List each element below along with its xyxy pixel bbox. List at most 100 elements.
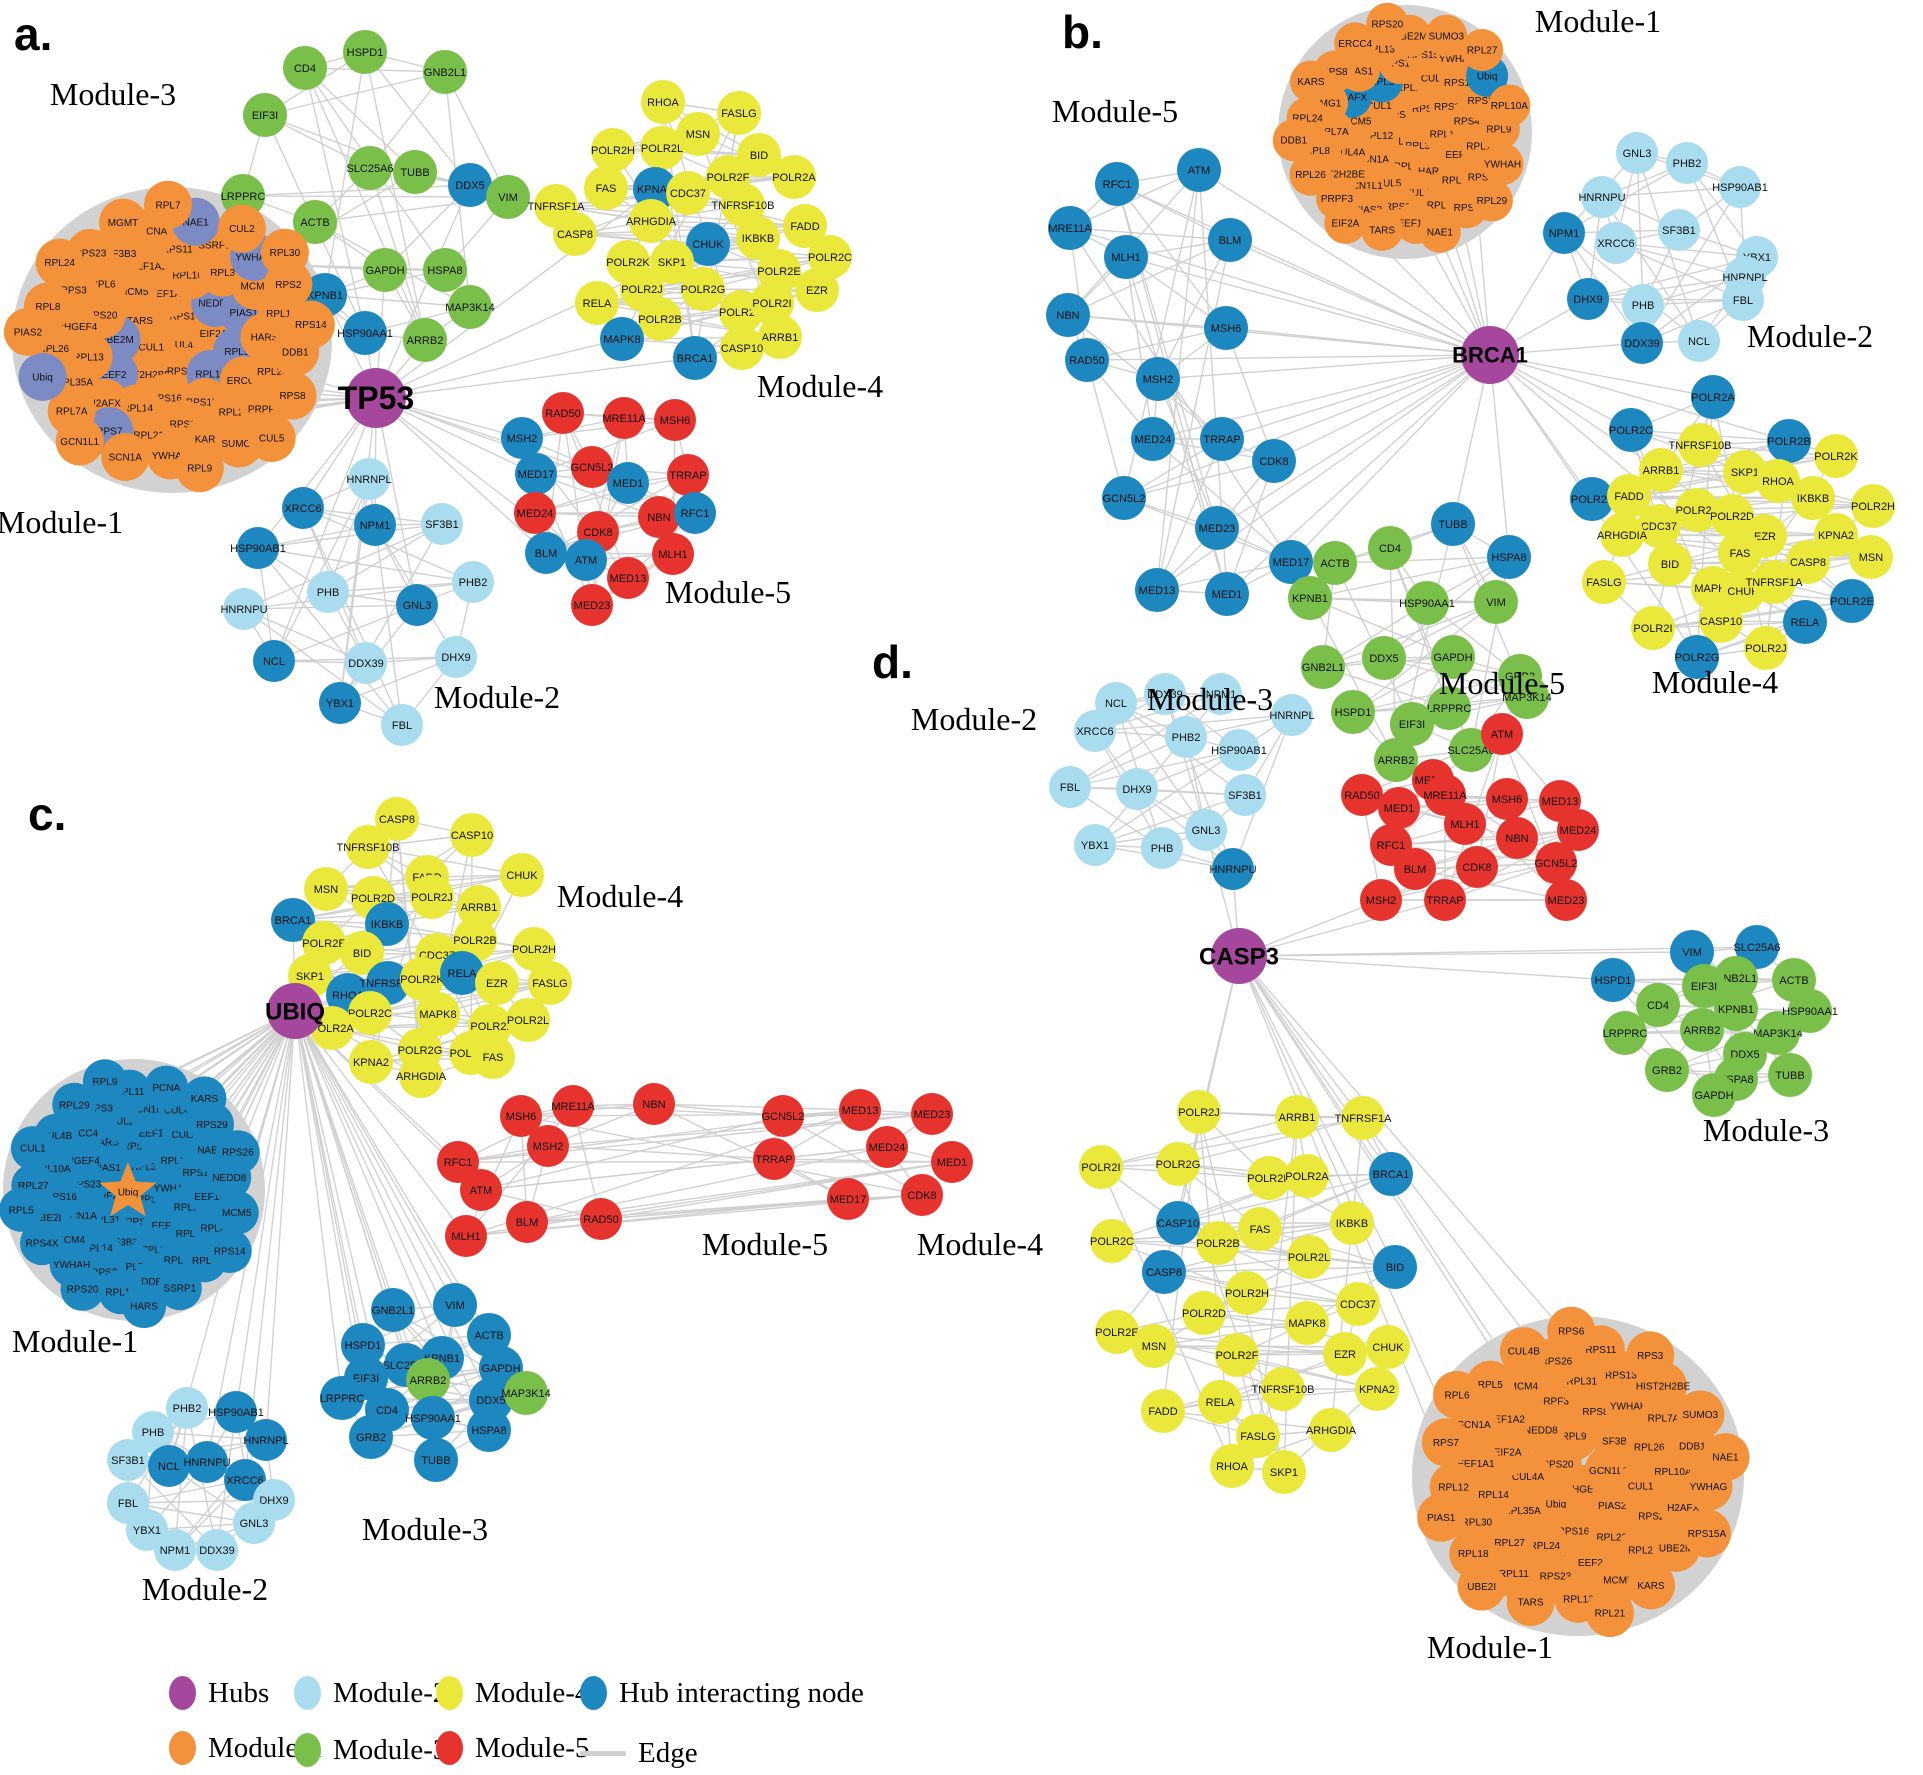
node-XRCC6[interactable]: XRCC6 <box>1074 710 1116 752</box>
node-POLR2B[interactable]: POLR2B <box>638 297 682 341</box>
node-NAE1[interactable]: NAE1 <box>1418 210 1461 253</box>
node-NCL[interactable]: NCL <box>253 640 295 682</box>
node-POLR2L[interactable]: POLR2L <box>1570 477 1614 521</box>
node-HSPD1[interactable]: HSPD1 <box>343 30 387 74</box>
node-POLR2C[interactable]: POLR2C <box>808 235 852 279</box>
node-UBE2I[interactable]: UBE2I <box>1457 1562 1506 1611</box>
node-RPS26[interactable]: RPS26 <box>215 1130 260 1175</box>
node-GCN5L2[interactable]: GCN5L2 <box>762 1095 805 1137</box>
node-EZR[interactable]: EZR <box>795 268 839 312</box>
node-MRE11A[interactable]: MRE11A <box>551 1085 595 1127</box>
node-RPS15A[interactable]: RPS15A <box>1682 1509 1731 1558</box>
node-CASP10[interactable]: CASP10 <box>720 326 764 370</box>
node-POLR2A[interactable]: POLR2A <box>772 155 816 199</box>
node-RFC1[interactable]: RFC1 <box>437 1141 479 1183</box>
node-CD4[interactable]: CD4 <box>283 46 327 90</box>
node-FADD[interactable]: FADD <box>783 204 827 248</box>
node-RPL10A[interactable]: RPL10A <box>1488 84 1531 127</box>
node-POLR2B[interactable]: POLR2B <box>453 918 497 962</box>
node-HSPA8[interactable]: HSPA8 <box>467 1408 511 1452</box>
node-POLR2H[interactable]: POLR2H <box>591 128 635 172</box>
node-YBX1[interactable]: YBX1 <box>319 682 361 724</box>
node-HSP90AA1[interactable]: HSP90AA1 <box>405 1396 461 1440</box>
node-SF3B1[interactable]: SF3B1 <box>1658 209 1700 251</box>
node-MAPK8[interactable]: MAPK8 <box>600 317 644 361</box>
node-ARHGDIA[interactable]: ARHGDIA <box>1597 513 1648 557</box>
node-CASP10[interactable]: CASP10 <box>450 813 494 857</box>
node-HSP90AB1[interactable]: HSP90AB1 <box>1712 166 1768 208</box>
node-TNFRSF10B[interactable]: TNFRSF10B <box>337 825 400 869</box>
node-POLR2D[interactable]: POLR2D <box>1710 494 1754 538</box>
node-MSH2[interactable]: MSH2 <box>1136 357 1180 401</box>
node-PHB2[interactable]: PHB2 <box>1666 142 1708 184</box>
node-BID[interactable]: BID <box>737 133 781 177</box>
node-ARRB1[interactable]: ARRB1 <box>1275 1095 1319 1139</box>
node-LRPPRC[interactable]: LRPPRC <box>1427 686 1472 730</box>
node-KPNA2[interactable]: KPNA2 <box>1814 513 1858 557</box>
node-RPL26[interactable]: RPL26 <box>1289 153 1332 196</box>
node-CASP8[interactable]: CASP8 <box>375 797 419 841</box>
node-TARS[interactable]: TARS <box>1506 1577 1555 1626</box>
node-ARHGDIA[interactable]: ARHGDIA <box>626 199 677 243</box>
node-GCN5L2[interactable]: GCN5L2 <box>1102 476 1146 520</box>
node-MED13[interactable]: MED13 <box>1135 568 1179 612</box>
node-MED24[interactable]: MED24 <box>866 1126 908 1168</box>
node-PIAS1[interactable]: PIAS1 <box>1417 1493 1466 1542</box>
node-TNFRSF10B[interactable]: TNFRSF10B <box>1669 423 1732 467</box>
node-GAPDH[interactable]: GAPDH <box>1431 635 1475 679</box>
node-PHB2[interactable]: PHB2 <box>1165 716 1207 758</box>
node-MSH6[interactable]: MSH6 <box>654 399 696 441</box>
node-MED1[interactable]: MED1 <box>931 1141 973 1183</box>
node-CASP10[interactable]: CASP10 <box>1699 599 1743 643</box>
node-CHUK[interactable]: CHUK <box>500 853 544 897</box>
node-CUL4B[interactable]: CUL4B <box>1499 1327 1548 1376</box>
node-ARRB2[interactable]: ARRB2 <box>1374 738 1418 782</box>
node-GNL3[interactable]: GNL3 <box>1185 809 1227 851</box>
node-POLR2I[interactable]: POLR2I <box>1079 1145 1123 1189</box>
node-POLR2L[interactable]: POLR2L <box>1287 1235 1331 1279</box>
node-IKBKB[interactable]: IKBKB <box>365 902 409 946</box>
node-POLR2J[interactable]: POLR2J <box>410 875 454 919</box>
node-FASLG[interactable]: FASLG <box>528 961 572 1005</box>
node-RPS6[interactable]: RPS6 <box>1547 1306 1596 1355</box>
node-GRB2[interactable]: GRB2 <box>349 1415 393 1459</box>
node-SLC25A6[interactable]: SLC25A6 <box>1447 728 1495 772</box>
node-XRCC6[interactable]: XRCC6 <box>1595 222 1637 264</box>
node-PHB[interactable]: PHB <box>1622 284 1664 326</box>
node-DDB1[interactable]: DDB1 <box>1272 119 1315 162</box>
node-DHX9[interactable]: DHX9 <box>435 636 477 678</box>
node-GAPDH[interactable]: GAPDH <box>363 248 407 292</box>
node-LRPPRC[interactable]: LRPPRC <box>320 1376 365 1420</box>
node-BLM[interactable]: BLM <box>506 1201 548 1243</box>
node-POLR2L[interactable]: POLR2L <box>506 998 550 1042</box>
node-RELA[interactable]: RELA <box>440 951 484 995</box>
node-DDX5[interactable]: DDX5 <box>448 163 492 207</box>
node-RPL29[interactable]: RPL29 <box>1470 179 1513 222</box>
node-FAS[interactable]: FAS <box>1238 1207 1282 1251</box>
node-RPL30[interactable]: RPL30 <box>260 228 309 277</box>
node-GNL3[interactable]: GNL3 <box>396 584 438 626</box>
node-MLH1[interactable]: MLH1 <box>652 533 694 575</box>
node-POLR2F[interactable]: POLR2F <box>1215 1333 1259 1377</box>
node-HSPD1[interactable]: HSPD1 <box>1591 958 1635 1002</box>
node-MED1[interactable]: MED1 <box>607 462 649 504</box>
node-SF3B1[interactable]: SF3B1 <box>421 503 463 545</box>
node-FBL[interactable]: FBL <box>1049 766 1091 808</box>
node-POLR2K[interactable]: POLR2K <box>1814 434 1858 478</box>
node-CDC37[interactable]: CDC37 <box>666 171 710 215</box>
node-MSN[interactable]: MSN <box>1132 1324 1176 1368</box>
node-XRCC6[interactable]: XRCC6 <box>282 487 324 529</box>
node-TARS[interactable]: TARS <box>1361 208 1404 251</box>
node-IKBKB[interactable]: IKBKB <box>736 216 780 260</box>
node-RELA[interactable]: RELA <box>1198 1380 1242 1424</box>
ubiq-star-node[interactable]: Ubiq <box>99 1162 157 1217</box>
node-TRRAP[interactable]: TRRAP <box>753 1138 795 1180</box>
node-MSH6[interactable]: MSH6 <box>1204 306 1248 350</box>
node-NAE1[interactable]: NAE1 <box>1701 1433 1750 1482</box>
node-RPL21[interactable]: RPL21 <box>1585 1589 1634 1638</box>
node-TUBB[interactable]: TUBB <box>1431 502 1475 546</box>
node-RELA[interactable]: RELA <box>575 281 619 325</box>
node-GNB2L1[interactable]: GNB2L1 <box>1301 645 1345 689</box>
node-POLR2G[interactable]: POLR2G <box>1156 1142 1201 1186</box>
node-KARS[interactable]: KARS <box>1289 60 1332 103</box>
